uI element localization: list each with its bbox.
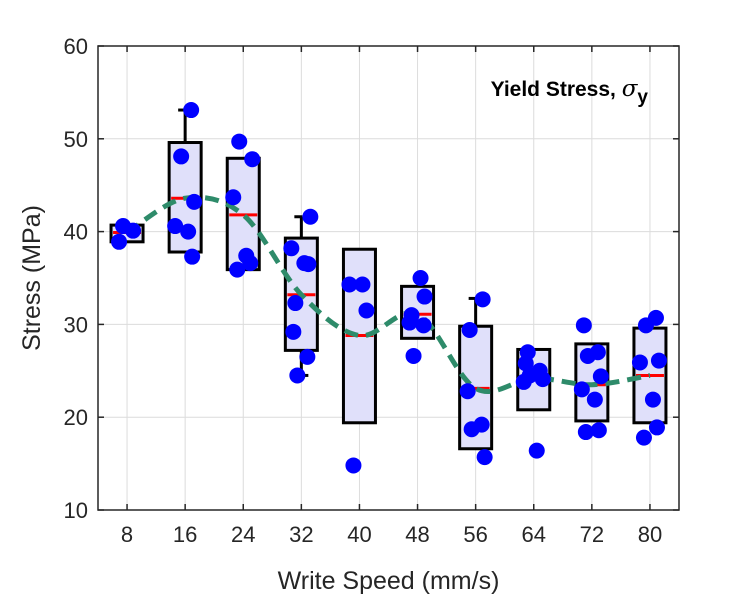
data-point bbox=[299, 348, 316, 365]
data-point bbox=[111, 233, 128, 250]
data-point bbox=[167, 218, 184, 235]
data-point bbox=[631, 354, 648, 371]
y-axis-title: Stress (MPa) bbox=[18, 205, 46, 351]
annotation-symbol: σ bbox=[622, 76, 639, 102]
x-tick-label: 64 bbox=[522, 522, 546, 547]
y-tick-label: 40 bbox=[64, 220, 88, 245]
data-point bbox=[635, 429, 652, 446]
data-point bbox=[586, 391, 603, 408]
data-point bbox=[644, 391, 661, 408]
x-tick-label: 40 bbox=[347, 522, 371, 547]
data-point bbox=[515, 373, 532, 390]
data-point bbox=[186, 193, 203, 210]
data-point bbox=[412, 270, 429, 286]
y-tick-label: 30 bbox=[64, 312, 88, 337]
data-point bbox=[517, 355, 534, 372]
x-tick-label: 8 bbox=[121, 522, 133, 547]
plot-frame bbox=[97, 45, 680, 511]
data-point bbox=[283, 240, 300, 257]
annotation-text: Yield Stress, bbox=[491, 78, 622, 101]
data-point bbox=[590, 422, 607, 439]
data-point bbox=[180, 223, 197, 240]
data-point bbox=[579, 347, 596, 364]
data-point bbox=[573, 381, 590, 398]
data-point bbox=[575, 317, 592, 334]
x-tick-label: 16 bbox=[173, 522, 197, 547]
data-point bbox=[416, 288, 433, 305]
axis-ticks: 8 16 24 32 40 48 56 64 72 80 10 20 30 40 50 60 bbox=[64, 34, 679, 547]
data-point bbox=[231, 133, 248, 150]
x-tick-label: 48 bbox=[405, 522, 429, 547]
data-points bbox=[111, 102, 667, 474]
x-tick-label: 72 bbox=[580, 522, 604, 547]
data-point bbox=[648, 419, 665, 436]
data-point bbox=[225, 189, 242, 206]
trend-line-group bbox=[125, 194, 651, 395]
data-point bbox=[358, 302, 375, 319]
data-point bbox=[289, 367, 306, 384]
data-point bbox=[534, 371, 551, 388]
data-point bbox=[285, 323, 302, 340]
data-point bbox=[341, 276, 358, 293]
x-tick-label: 32 bbox=[289, 522, 313, 547]
data-point bbox=[405, 347, 422, 364]
y-tick-label: 60 bbox=[64, 34, 88, 59]
x-axis-title: Write Speed (mm/s) bbox=[278, 567, 500, 595]
data-point bbox=[474, 291, 491, 308]
y-tick-label: 20 bbox=[64, 405, 88, 430]
data-point bbox=[415, 317, 432, 334]
data-point bbox=[287, 295, 304, 312]
data-point bbox=[302, 208, 319, 225]
trend-line bbox=[125, 194, 651, 395]
data-point bbox=[476, 449, 493, 466]
data-point bbox=[184, 248, 201, 265]
data-point bbox=[300, 256, 317, 273]
data-point bbox=[528, 442, 545, 459]
y-tick-label: 50 bbox=[64, 127, 88, 152]
data-point bbox=[229, 261, 246, 278]
x-tick-label: 24 bbox=[231, 522, 255, 547]
chart-annotation: Yield Stress, σy bbox=[491, 76, 649, 108]
data-point bbox=[637, 317, 654, 334]
data-point bbox=[173, 148, 190, 165]
box-plots bbox=[109, 108, 668, 451]
x-tick-label: 80 bbox=[638, 522, 662, 547]
x-tick-label: 56 bbox=[463, 522, 487, 547]
data-point bbox=[242, 255, 259, 272]
data-point bbox=[577, 424, 594, 441]
annotation-subscript: y bbox=[637, 87, 648, 108]
y-tick-label: 10 bbox=[64, 498, 88, 523]
data-point bbox=[244, 151, 261, 168]
data-point bbox=[463, 421, 480, 438]
data-point bbox=[345, 457, 362, 474]
data-point bbox=[461, 321, 478, 338]
data-point bbox=[650, 352, 667, 369]
data-point bbox=[401, 314, 418, 331]
data-point bbox=[354, 276, 371, 293]
data-point bbox=[459, 383, 476, 400]
data-point bbox=[183, 102, 200, 119]
data-point bbox=[115, 218, 132, 235]
data-point bbox=[592, 368, 609, 385]
